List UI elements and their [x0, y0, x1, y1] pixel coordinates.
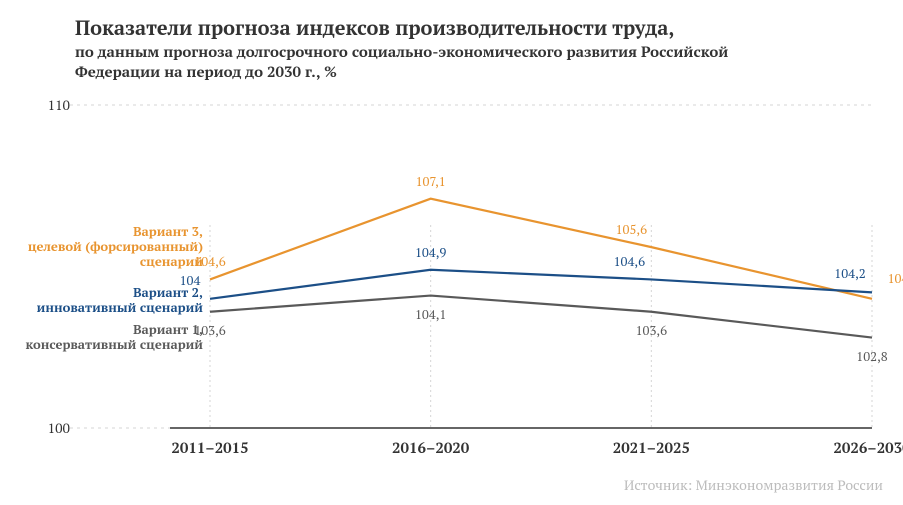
value-label: 104,1: [415, 305, 446, 323]
legend-v2: Вариант 2,инновативный сценарий: [37, 285, 203, 315]
x-tick-label: 2016–2020: [392, 438, 469, 458]
y-tick-label: 100: [30, 419, 70, 438]
value-label: 104,9: [415, 243, 446, 261]
value-label: 107,1: [416, 172, 446, 190]
value-label: 104,6: [614, 252, 645, 270]
series-v3: [210, 199, 872, 299]
series-v2: [210, 270, 872, 299]
series-v1: [210, 296, 872, 338]
value-label: 104: [888, 269, 903, 287]
value-label: 102,8: [856, 347, 887, 365]
value-label: 104,2: [834, 264, 865, 282]
value-label: 103,6: [636, 321, 667, 339]
x-tick-label: 2011–2015: [171, 438, 248, 458]
y-tick-label: 110: [30, 96, 70, 115]
chart-container: { "title": "Показатели прогноза индексов…: [0, 0, 903, 505]
legend-v3: Вариант 3,целевой (форсированный)сценари…: [28, 224, 203, 269]
x-tick-label: 2026–2030: [833, 438, 903, 458]
value-label: 105,6: [616, 220, 647, 238]
legend-v1: Вариант 1,консервативный сценарий: [25, 322, 203, 352]
x-tick-label: 2021–2025: [613, 438, 690, 458]
